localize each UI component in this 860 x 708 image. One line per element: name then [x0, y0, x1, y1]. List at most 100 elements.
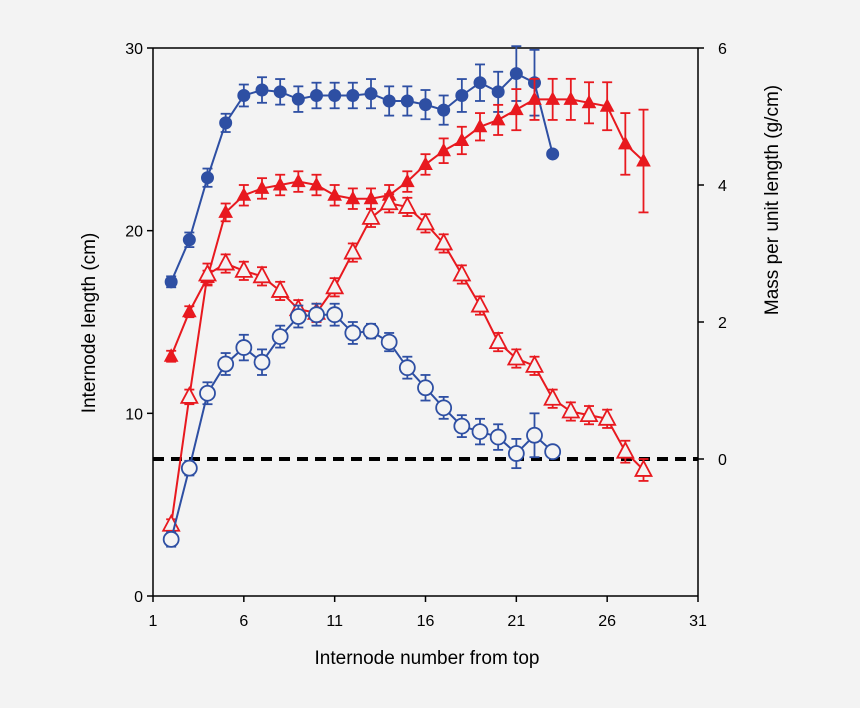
series-line — [170, 72, 554, 283]
data-point — [255, 83, 269, 97]
data-point — [506, 347, 526, 366]
x-tick-label: 6 — [239, 613, 248, 630]
data-point — [218, 204, 234, 218]
data-point — [291, 92, 305, 106]
y-tick-label: 0 — [134, 589, 143, 606]
data-point — [181, 303, 197, 318]
data-point — [327, 187, 343, 201]
data-point — [418, 156, 433, 170]
y-tick-label: 10 — [125, 406, 143, 423]
data-point — [471, 423, 489, 441]
data-point — [437, 103, 451, 117]
series-line — [170, 98, 645, 357]
data-point — [617, 135, 633, 150]
data-point — [290, 173, 306, 188]
x-tick-label: 31 — [689, 613, 707, 630]
data-point — [546, 147, 560, 161]
data-point — [219, 116, 233, 130]
data-point — [326, 306, 344, 324]
data-point — [599, 98, 615, 112]
axes — [152, 47, 699, 597]
data-point — [236, 187, 252, 201]
data-point — [454, 132, 470, 146]
data-point — [179, 385, 199, 404]
data-point — [199, 384, 216, 402]
data-point — [507, 445, 525, 462]
data-point — [162, 530, 180, 548]
data-point — [217, 355, 235, 373]
x-axis-title: Internode number from top — [315, 648, 540, 669]
y2-tick-label: 4 — [718, 178, 727, 195]
data-point — [490, 111, 506, 126]
data-point — [527, 91, 542, 105]
data-point — [325, 276, 345, 295]
data-point — [382, 94, 396, 108]
data-point — [346, 88, 360, 102]
data-point — [198, 263, 217, 282]
data-point — [488, 331, 508, 349]
data-point — [201, 171, 214, 185]
data-point — [453, 417, 471, 435]
data-point — [509, 67, 523, 81]
y2-tick-label: 0 — [718, 452, 727, 469]
data-point — [597, 407, 617, 426]
data-point — [581, 94, 597, 109]
data-point — [343, 241, 363, 260]
data-point — [508, 101, 524, 116]
data-point — [253, 353, 271, 371]
data-point — [563, 91, 579, 105]
data-point — [435, 399, 453, 417]
data-point — [344, 324, 362, 342]
data-point — [544, 443, 562, 461]
data-point — [491, 85, 505, 99]
data-point — [545, 91, 561, 105]
data-point — [398, 359, 416, 377]
data-point — [237, 88, 251, 102]
data-point — [561, 400, 581, 419]
data-point — [634, 459, 653, 477]
data-point — [416, 212, 435, 231]
data-point — [164, 275, 178, 289]
data-point — [399, 173, 415, 188]
data-point — [252, 265, 272, 284]
data-point — [434, 232, 454, 251]
series-line — [170, 313, 554, 540]
data-point — [417, 379, 434, 397]
data-point — [472, 118, 488, 133]
data-point — [308, 306, 325, 324]
data-point — [254, 180, 270, 194]
data-point — [363, 190, 379, 205]
data-point — [400, 94, 414, 108]
series-4 — [162, 302, 562, 548]
series-2 — [163, 77, 651, 363]
data-point — [364, 87, 378, 101]
data-point — [309, 176, 324, 191]
data-point — [455, 88, 469, 102]
data-point — [310, 88, 323, 102]
data-point — [328, 88, 342, 102]
data-point — [397, 196, 417, 214]
data-point — [473, 76, 487, 90]
data-point — [182, 233, 196, 247]
y2-tick-label: 6 — [718, 41, 727, 58]
y2-tick-label: 2 — [718, 315, 727, 332]
data-point — [419, 98, 432, 112]
data-point — [452, 263, 472, 282]
data-point — [235, 339, 253, 356]
y-tick-label: 20 — [125, 224, 143, 241]
data-point — [163, 348, 179, 362]
data-point — [234, 259, 254, 278]
data-point — [270, 280, 290, 298]
x-tick-label: 26 — [598, 613, 616, 630]
y2-axis-title: Mass per unit length (g/cm) — [762, 85, 783, 315]
y-tick-label: 30 — [125, 41, 143, 58]
data-point — [180, 459, 198, 477]
data-point — [636, 152, 651, 167]
data-point — [543, 387, 563, 406]
x-tick-label: 21 — [507, 613, 525, 630]
data-point — [615, 440, 635, 459]
x-tick-label: 1 — [149, 613, 158, 630]
data-point — [526, 426, 543, 444]
